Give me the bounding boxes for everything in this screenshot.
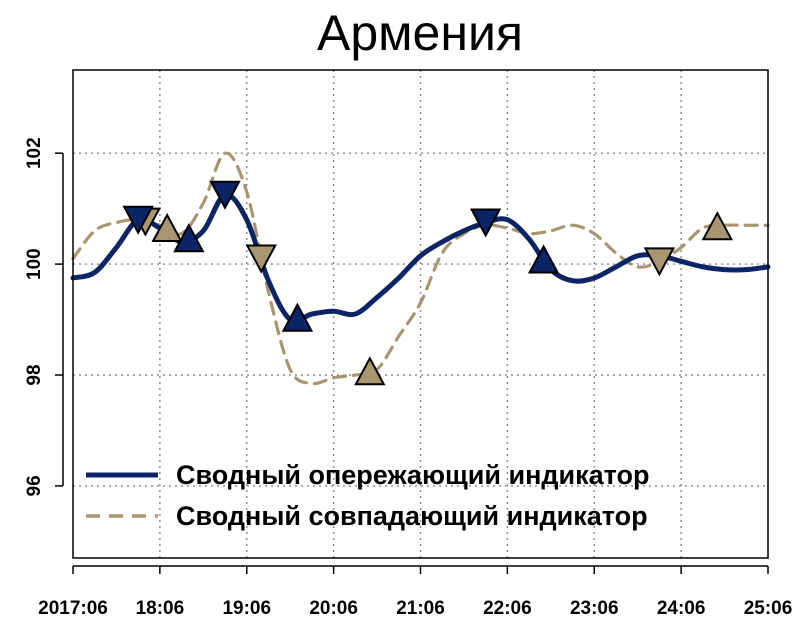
x-tick-label: 20:06	[309, 598, 358, 619]
trough-marker-leading	[281, 302, 314, 332]
x-tick-label: 24:06	[657, 598, 706, 619]
y-tick-label: 98	[24, 364, 45, 385]
x-tick-label: 25:06	[744, 598, 793, 619]
x-tick-label: 2017:06	[38, 598, 108, 619]
peak-marker-coincident	[643, 247, 676, 277]
trough-marker-coincident	[701, 211, 733, 241]
legend-label-leading: Сводный опережающий индикатор	[176, 460, 650, 490]
peak-marker-leading	[209, 180, 241, 210]
axes: 2017:06 18:06 19:06 20:06 21:06 22:06 23:06 24:…	[24, 137, 792, 619]
trough-marker-coincident	[354, 356, 386, 386]
trough-marker-leading	[173, 223, 205, 253]
x-tick-label: 21:06	[396, 598, 445, 619]
x-tick-label: 19:06	[222, 598, 271, 619]
legend-label-coincident: Сводный совпадающий индикатор	[176, 501, 648, 531]
y-tick-label: 102	[24, 137, 45, 169]
y-tick-label: 100	[24, 248, 45, 280]
peak-marker-coincident	[245, 244, 277, 274]
peak-marker-leading	[122, 205, 154, 235]
turning-point-markers	[122, 180, 733, 386]
chart-title: Армения	[317, 5, 523, 61]
x-tick-label: 23:06	[570, 598, 619, 619]
trough-marker-coincident	[151, 212, 183, 243]
plot-frame	[72, 69, 769, 559]
grid	[73, 70, 769, 558]
x-tick-label: 18:06	[136, 598, 185, 619]
y-tick-label: 96	[24, 475, 45, 496]
legend: Сводный опережающий индикатор Сводный со…	[86, 460, 650, 531]
trough-marker-leading	[527, 244, 560, 274]
x-tick-label: 22:06	[483, 598, 532, 619]
peak-marker-leading	[469, 208, 502, 238]
